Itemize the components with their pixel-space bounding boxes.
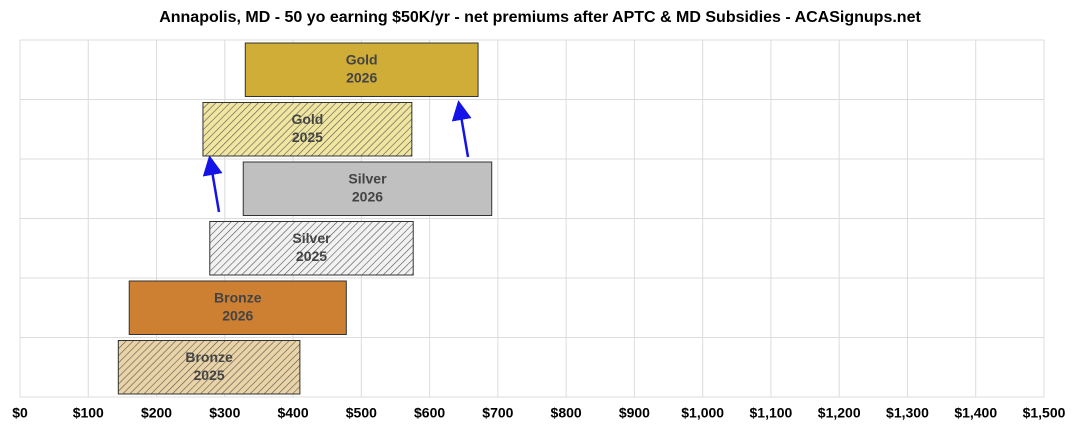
bar [242,161,493,216]
bar-label: 2025 [292,129,323,145]
bar-label: Silver [292,230,331,246]
chart-title: Annapolis, MD - 50 yo earning $50K/yr - … [159,9,921,26]
x-tick-label: $800 [551,405,582,421]
bar [202,102,413,157]
x-tick-label: $1,200 [818,405,861,421]
x-tick-label: $300 [209,405,240,421]
plot-area: $0 $100 $200 $300 $400 $500 $600 $700 $800 $900 $1… [12,39,1066,421]
x-tick-label: $0 [12,405,28,421]
x-tick-label: $1,400 [954,405,997,421]
bar-label: Bronze [185,349,233,365]
x-tick-label: $200 [141,405,172,421]
bar-label: 2025 [194,367,225,383]
x-tick-label: $100 [73,405,104,421]
x-tick-label: $1,100 [750,405,793,421]
bar-label: Gold [346,51,378,67]
x-tick-label: $1,500 [1023,405,1066,421]
x-tick-label: $700 [482,405,513,421]
x-tick-label: $400 [277,405,308,421]
bar-label: 2026 [222,307,253,323]
bar-label: Gold [291,111,323,127]
arrow [451,100,472,158]
bar-label: 2026 [346,69,377,85]
x-tick-label: $1,300 [886,405,929,421]
x-tick-label: $900 [619,405,650,421]
x-tick-label: $500 [346,405,377,421]
x-tick-label: $600 [414,405,445,421]
arrow [202,155,223,213]
bar [117,340,301,395]
bar-label: 2025 [296,248,327,264]
bar [128,280,347,335]
bar [244,42,479,97]
bar-label: 2026 [352,188,383,204]
bar [209,221,414,276]
bar-label: Silver [348,170,387,186]
x-tick-label: $1,000 [681,405,724,421]
bar-label: Bronze [214,289,262,305]
